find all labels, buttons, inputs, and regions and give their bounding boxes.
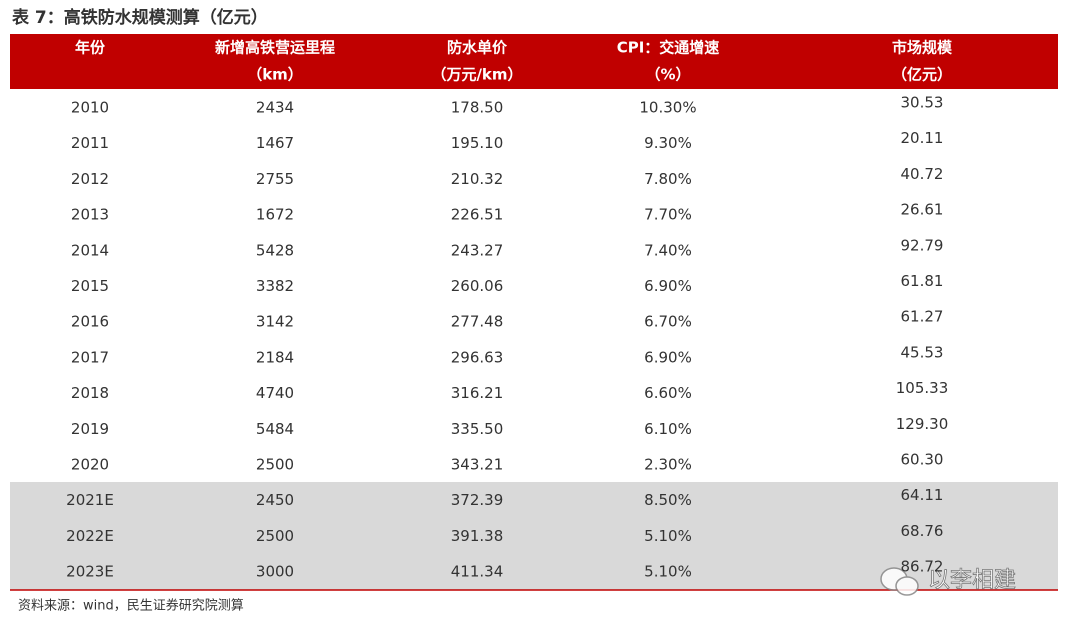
table-cell: 296.63 — [451, 348, 504, 366]
table-cell: 7.70% — [644, 206, 692, 224]
table-cell: 2500 — [256, 527, 294, 545]
header-cell: 防水单价 — [447, 39, 508, 57]
table-cell: 2016 — [71, 313, 109, 331]
table-cell: 195.10 — [451, 134, 504, 152]
watermark: 以李相建 — [928, 568, 1016, 593]
table-cell: 2450 — [256, 491, 294, 509]
header-cell: （万元/km） — [431, 66, 522, 84]
table-cell: 6.70% — [644, 313, 692, 331]
table-cell: 92.79 — [901, 236, 944, 254]
header-cell: 新增高铁营运里程 — [215, 39, 335, 57]
table-cell: 5428 — [256, 241, 294, 259]
header-cell: （%） — [645, 66, 690, 84]
table: 年份 新增高铁营运里程 （km） 防水单价 （万元/km） CPI：交通增速 （%） 市场规模… — [66, 39, 953, 581]
table-cell: 20.11 — [901, 129, 944, 147]
table-cell: 60.30 — [901, 451, 944, 469]
table-cell: 343.21 — [451, 456, 504, 474]
table-cell: 2021E — [66, 491, 114, 509]
table-cell: 6.90% — [644, 348, 692, 366]
table-cell: 9.30% — [644, 134, 692, 152]
table-cell: 61.27 — [901, 308, 944, 326]
table-cell: 316.21 — [451, 384, 504, 402]
header-band — [10, 34, 1058, 89]
table-cell: 1672 — [256, 206, 294, 224]
source-note: 资料来源：wind，民生证券研究院测算 — [18, 598, 244, 614]
table-title: 表 7：高铁防水规模测算（亿元） — [12, 7, 268, 28]
table-cell: 86.72 — [901, 558, 944, 576]
table-cell: 3142 — [256, 313, 294, 331]
table-cell: 3000 — [256, 563, 294, 581]
table-cell: 335.50 — [451, 420, 504, 438]
table-cell: 2500 — [256, 456, 294, 474]
table-cell: 30.53 — [901, 94, 944, 112]
table-cell: 2011 — [71, 134, 109, 152]
table-cell: 45.53 — [901, 343, 944, 361]
table-cell: 129.30 — [896, 415, 949, 433]
table-cell: 5.10% — [644, 563, 692, 581]
table-cell: 2013 — [71, 206, 109, 224]
table-cell: 2018 — [71, 384, 109, 402]
table-cell: 2.30% — [644, 456, 692, 474]
table-cell: 5.10% — [644, 527, 692, 545]
table-cell: 2755 — [256, 170, 294, 188]
table-cell: 10.30% — [639, 99, 696, 117]
table-cell: 2010 — [71, 99, 109, 117]
table-cell: 2019 — [71, 420, 109, 438]
header-cell: CPI：交通增速 — [617, 39, 720, 57]
table-cell: 2015 — [71, 277, 109, 295]
table-cell: 2434 — [256, 99, 294, 117]
table-cell: 2020 — [71, 456, 109, 474]
table-cell: 6.60% — [644, 384, 692, 402]
header-cell: （km） — [247, 66, 303, 84]
table-cell: 2017 — [71, 348, 109, 366]
table-cell: 2012 — [71, 170, 109, 188]
table-cell: 4740 — [256, 384, 294, 402]
table-cell: 1467 — [256, 134, 294, 152]
table-cell: 2023E — [66, 563, 114, 581]
table-cell: 105.33 — [896, 379, 949, 397]
table-cell: 7.80% — [644, 170, 692, 188]
table-cell: 391.38 — [451, 527, 504, 545]
table-cell: 411.34 — [451, 563, 504, 581]
table-cell: 243.27 — [451, 241, 504, 259]
table-cell: 61.81 — [901, 272, 944, 290]
table-cell: 210.32 — [451, 170, 504, 188]
table-cell: 64.11 — [901, 486, 944, 504]
table-cell: 277.48 — [451, 313, 504, 331]
header-cell: （亿元） — [892, 66, 952, 84]
table-cell: 7.40% — [644, 241, 692, 259]
table-cell: 226.51 — [451, 206, 504, 224]
table-cell: 2014 — [71, 241, 109, 259]
table-cell: 6.10% — [644, 420, 692, 438]
wechat-icon — [880, 567, 919, 596]
table-cell: 260.06 — [451, 277, 504, 295]
table-cell: 8.50% — [644, 491, 692, 509]
table-cell: 2184 — [256, 348, 294, 366]
table-cell: 40.72 — [901, 165, 944, 183]
header-cell: 年份 — [75, 39, 106, 57]
table-cell: 178.50 — [451, 99, 504, 117]
table-cell: 3382 — [256, 277, 294, 295]
table-cell: 6.90% — [644, 277, 692, 295]
table-cell: 2022E — [66, 527, 114, 545]
table-cell: 26.61 — [901, 201, 944, 219]
table-cell: 5484 — [256, 420, 294, 438]
header-cell: 市场规模 — [892, 39, 953, 57]
table-cell: 68.76 — [901, 522, 944, 540]
table-cell: 372.39 — [451, 491, 504, 509]
